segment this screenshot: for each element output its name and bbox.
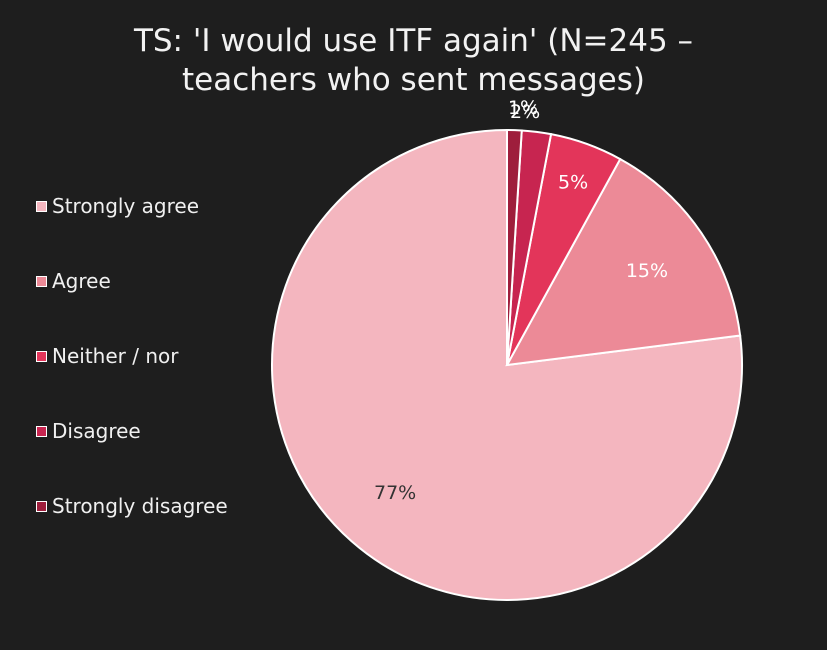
legend-swatch — [36, 275, 47, 287]
legend-swatch — [36, 500, 47, 512]
legend-swatch — [36, 350, 47, 362]
data-label: 1% — [508, 97, 538, 119]
legend-item-neither-nor: Neither / nor — [36, 343, 228, 369]
legend-swatch — [36, 200, 47, 212]
slice-agree — [505, 157, 742, 367]
data-label: 2% — [510, 101, 540, 123]
legend-label: Strongly disagree — [52, 494, 228, 518]
legend-swatch — [36, 425, 47, 437]
legend-label: Neither / nor — [52, 344, 179, 368]
data-label: 77% — [374, 482, 416, 504]
legend-label: Agree — [52, 269, 111, 293]
legend-label: Disagree — [52, 419, 141, 443]
legend: Strongly agree Agree Neither / nor Disag… — [36, 193, 228, 568]
slice-strongly-disagree — [506, 128, 523, 366]
data-label: 15% — [626, 260, 668, 282]
legend-item-agree: Agree — [36, 268, 228, 294]
data-label: 5% — [558, 171, 588, 193]
legend-label: Strongly agree — [52, 194, 200, 218]
chart-title-line-2: teachers who sent messages) — [181, 62, 645, 98]
chart-title-line-1: TS: 'I would use ITF again' (N=245 – — [133, 23, 694, 59]
legend-item-strongly-disagree: Strongly disagree — [36, 493, 228, 519]
legend-item-disagree: Disagree — [36, 418, 228, 444]
legend-item-strongly-agree: Strongly agree — [36, 193, 228, 219]
chart-title: TS: 'I would use ITF again' (N=245 – tea… — [0, 22, 827, 100]
